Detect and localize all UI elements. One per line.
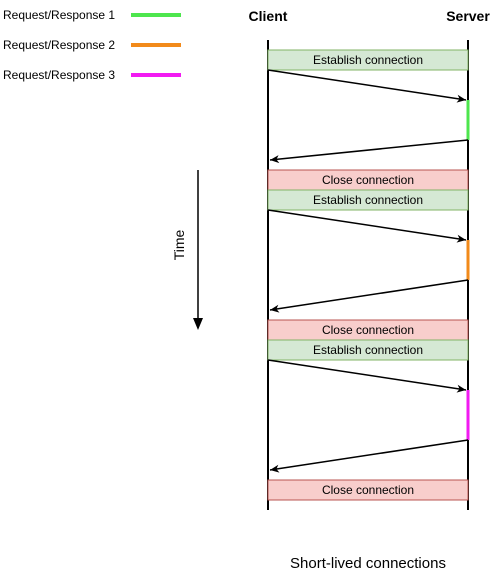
legend: Request/Response 1 Request/Response 2 Re… xyxy=(3,8,181,82)
time-axis: Time xyxy=(171,170,203,330)
close-connection-label: Close connection xyxy=(322,323,414,337)
response-arrow-1 xyxy=(269,139,469,164)
server-header: Server xyxy=(446,8,490,24)
connection-round-1: Establish connection Close connection xyxy=(267,49,470,191)
response-arrow-3 xyxy=(269,439,469,473)
time-label: Time xyxy=(171,229,187,260)
request-arrow-2 xyxy=(267,209,467,243)
time-arrow-head xyxy=(193,318,203,330)
close-connection-bar xyxy=(268,320,468,340)
close-connection-label: Close connection xyxy=(322,483,414,497)
establish-connection-bar xyxy=(268,340,468,360)
establish-connection-bar xyxy=(268,50,468,70)
legend-label-3: Request/Response 3 xyxy=(3,68,115,82)
legend-item-1: Request/Response 1 xyxy=(3,8,181,22)
establish-connection-label: Establish connection xyxy=(313,343,423,357)
diagram-caption: Short-lived connections xyxy=(290,555,446,572)
legend-item-2: Request/Response 2 xyxy=(3,38,181,52)
close-connection-label: Close connection xyxy=(322,173,414,187)
response-arrow-2 xyxy=(269,279,469,313)
establish-connection-border xyxy=(267,49,469,71)
close-connection-border xyxy=(267,479,469,501)
close-connection-bar xyxy=(268,170,468,190)
legend-item-3: Request/Response 3 xyxy=(3,68,181,82)
connection-round-3: Establish connection Close connection xyxy=(267,339,470,501)
establish-connection-label: Establish connection xyxy=(313,53,423,67)
connection-round-2: Establish connection Close connection xyxy=(267,189,470,341)
establish-connection-label: Establish connection xyxy=(313,193,423,207)
legend-label-1: Request/Response 1 xyxy=(3,8,115,22)
request-arrow-1 xyxy=(267,69,467,103)
establish-connection-border xyxy=(267,339,469,361)
client-header: Client xyxy=(249,8,288,24)
close-connection-bar xyxy=(268,480,468,500)
legend-label-2: Request/Response 2 xyxy=(3,38,115,52)
establish-connection-bar xyxy=(268,190,468,210)
establish-connection-border xyxy=(267,189,469,211)
request-arrow-3 xyxy=(267,359,467,393)
